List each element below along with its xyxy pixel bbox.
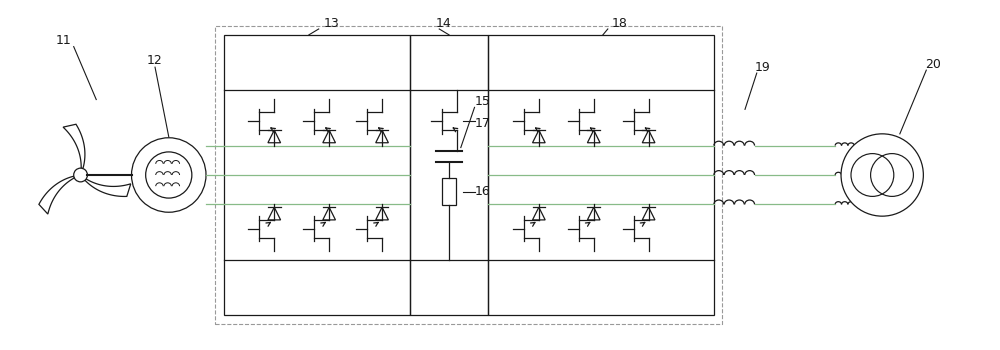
Bar xyxy=(215,26,722,324)
Text: 19: 19 xyxy=(755,61,771,74)
Text: 17: 17 xyxy=(474,117,490,130)
Text: 12: 12 xyxy=(147,54,163,67)
Bar xyxy=(442,178,456,205)
Text: 14: 14 xyxy=(435,16,451,30)
Bar xyxy=(410,35,488,315)
Circle shape xyxy=(74,168,87,182)
Text: 18: 18 xyxy=(612,16,627,30)
Text: 11: 11 xyxy=(56,34,72,47)
Text: 20: 20 xyxy=(925,58,941,71)
Circle shape xyxy=(132,138,206,212)
Text: 16: 16 xyxy=(474,185,490,198)
Text: 13: 13 xyxy=(324,16,339,30)
Text: 15: 15 xyxy=(474,95,490,108)
Bar xyxy=(488,35,714,315)
Bar xyxy=(224,35,410,315)
Circle shape xyxy=(841,134,923,216)
